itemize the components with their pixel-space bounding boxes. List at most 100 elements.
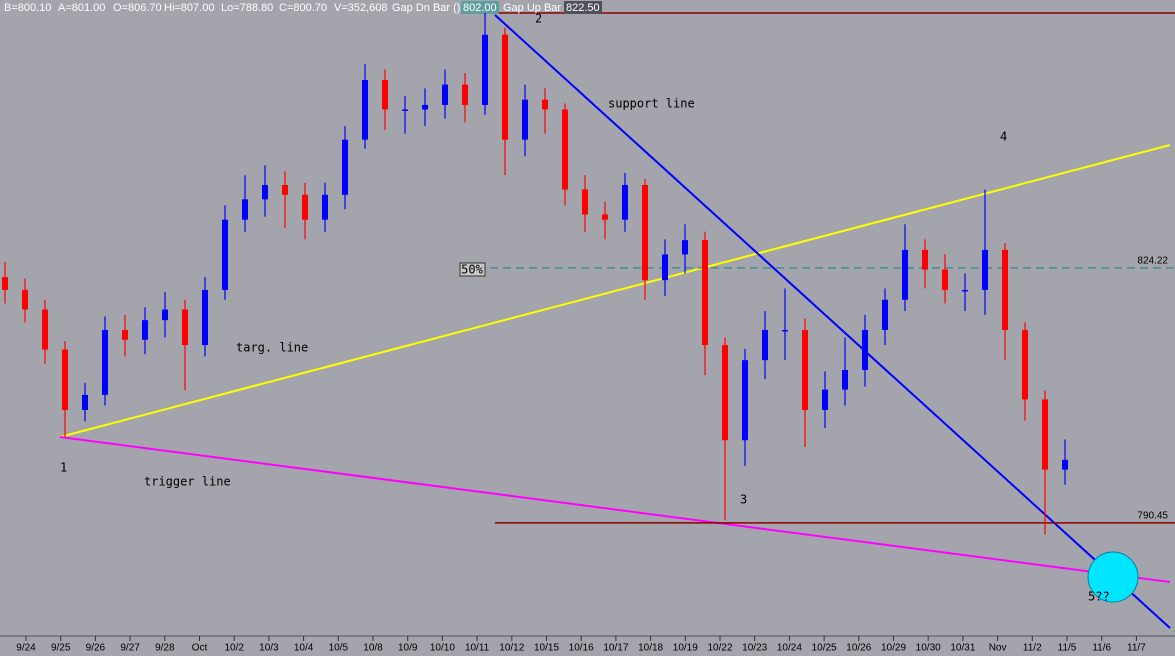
date-label: 10/16 [569,643,594,654]
candle-body [542,99,548,110]
header-text: V=352,608 [334,2,388,14]
date-label: 10/11 [465,643,490,654]
date-label: 10/19 [673,643,698,654]
date-label: 9/24 [16,643,36,654]
candle-body [742,360,748,441]
candle-body [922,249,928,270]
annotation: targ. line [236,341,308,355]
candle-body [522,99,528,140]
candle-body [502,34,508,140]
candle-body [642,184,648,281]
annotation: 5?? [1088,590,1110,604]
date-label: 11/5 [1058,643,1077,654]
trigger-line [59,436,1171,583]
header-text: O=806.70 [113,2,162,14]
date-label: Oct [192,643,208,654]
candle-body [242,199,248,220]
candle-body [902,249,908,300]
annotation: support line [608,97,695,111]
candle-body [2,277,8,290]
header-text: A=801.00 [58,2,105,14]
candle-body [782,329,788,332]
header-text: Hi=807.00 [164,2,214,14]
header-text: 802.00 [463,2,497,14]
candle-body [1062,459,1068,470]
date-label: 10/8 [363,643,383,654]
candle-body [662,254,668,281]
date-label: 9/28 [155,643,175,654]
candle-body [442,84,448,105]
header-text: B=800.10 [4,2,51,14]
candle-body [1002,249,1008,330]
date-label: 10/22 [707,643,732,654]
annotation: 1 [60,461,67,475]
candle-body [582,189,588,215]
date-label: 10/5 [329,643,349,654]
candle-body [762,329,768,361]
date-label: 10/15 [534,643,559,654]
candle-body [982,249,988,290]
candle-body [202,289,208,346]
annotation: 50% [461,263,483,277]
date-label: 10/23 [742,643,767,654]
candle-body [362,80,368,140]
candle-body [142,320,148,340]
date-label: 10/4 [294,643,314,654]
candle-body [882,299,888,330]
candle-body [42,309,48,350]
annotation: trigger line [144,475,231,489]
date-label: Nov [989,643,1007,654]
date-label: 10/3 [259,643,279,654]
candle-body [482,34,488,105]
header-text: 822.50 [566,2,600,14]
date-label: 9/26 [86,643,106,654]
date-label: 10/2 [224,643,244,654]
candle-body [402,109,408,111]
date-label: 10/26 [846,643,871,654]
candle-body [462,84,468,105]
candle-body [562,109,568,190]
candle-body [162,309,168,321]
date-label: 11/6 [1092,643,1111,654]
date-label: 10/24 [777,643,802,654]
candle-body [302,194,308,220]
candle-body [1022,329,1028,400]
candle-body [102,329,108,395]
candle-body [122,329,128,340]
annotation: 4 [1000,130,1007,144]
candle-body [1042,399,1048,470]
candle-body [182,309,188,346]
header-text: Gap Dn Bar () [392,2,460,14]
candle-body [422,104,428,110]
candle-body [82,394,88,410]
candle-body [802,329,808,410]
date-label: 10/29 [881,643,906,654]
date-label: 10/12 [499,643,524,654]
candle-body [342,139,348,195]
target-circle [1087,551,1139,603]
candle-body [682,240,688,255]
header-text: C=800.70 [279,2,327,14]
annotation: 2 [535,12,542,26]
date-label: 10/25 [812,643,837,654]
date-label: 10/30 [916,643,941,654]
candle-body [942,269,948,290]
candle-body [222,219,228,290]
candle-body [822,389,828,410]
level-box [459,262,486,277]
candle-body [282,184,288,195]
date-label: 11/7 [1127,643,1146,654]
candle-body [322,194,328,220]
candle-body [722,345,728,441]
header-highlight [564,1,602,14]
support-line [494,14,1171,629]
date-label: 10/9 [398,643,418,654]
header-text: Lo=788.80 [221,2,273,14]
level-label: 790.45 [1137,511,1168,522]
date-label: 9/27 [120,643,140,654]
candle-body [62,349,68,410]
level-label: 824.22 [1137,256,1168,267]
date-label: 10/31 [950,643,975,654]
